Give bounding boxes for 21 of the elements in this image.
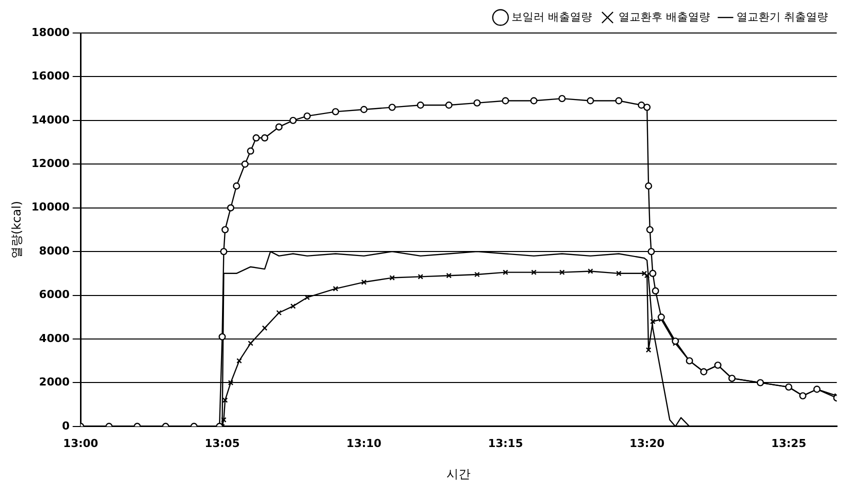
x-tick-label: 13:05 (204, 436, 240, 450)
y-tick-label: 4000 (39, 332, 70, 345)
y-tick-label: 8000 (39, 244, 70, 258)
x-tick-label: 13:25 (771, 436, 806, 450)
y-axis-title: 열량(kcal) (9, 200, 24, 259)
y-tick-label: 18000 (31, 26, 70, 39)
x-tick-label: 13:10 (346, 436, 382, 450)
y-tick-label: 14000 (31, 113, 70, 126)
x-tick-label: 13:15 (488, 436, 523, 450)
x-tick-label: 13:20 (629, 436, 665, 450)
y-tick-label: 2000 (39, 376, 70, 389)
x-tick-label: 13:00 (63, 436, 99, 450)
y-tick-label: 0 (62, 419, 70, 432)
legend-label: 열교환후 배출열량 (618, 10, 710, 24)
y-tick-label: 6000 (39, 288, 70, 302)
y-tick-label: 16000 (31, 70, 70, 83)
y-tick-label: 10000 (31, 200, 70, 214)
y-tick-label: 12000 (31, 156, 70, 170)
legend-label: 보일러 배출열량 (512, 10, 592, 24)
legend-label: 열교환기 취출열량 (736, 10, 828, 24)
x-axis-title: 시간 (446, 466, 471, 481)
